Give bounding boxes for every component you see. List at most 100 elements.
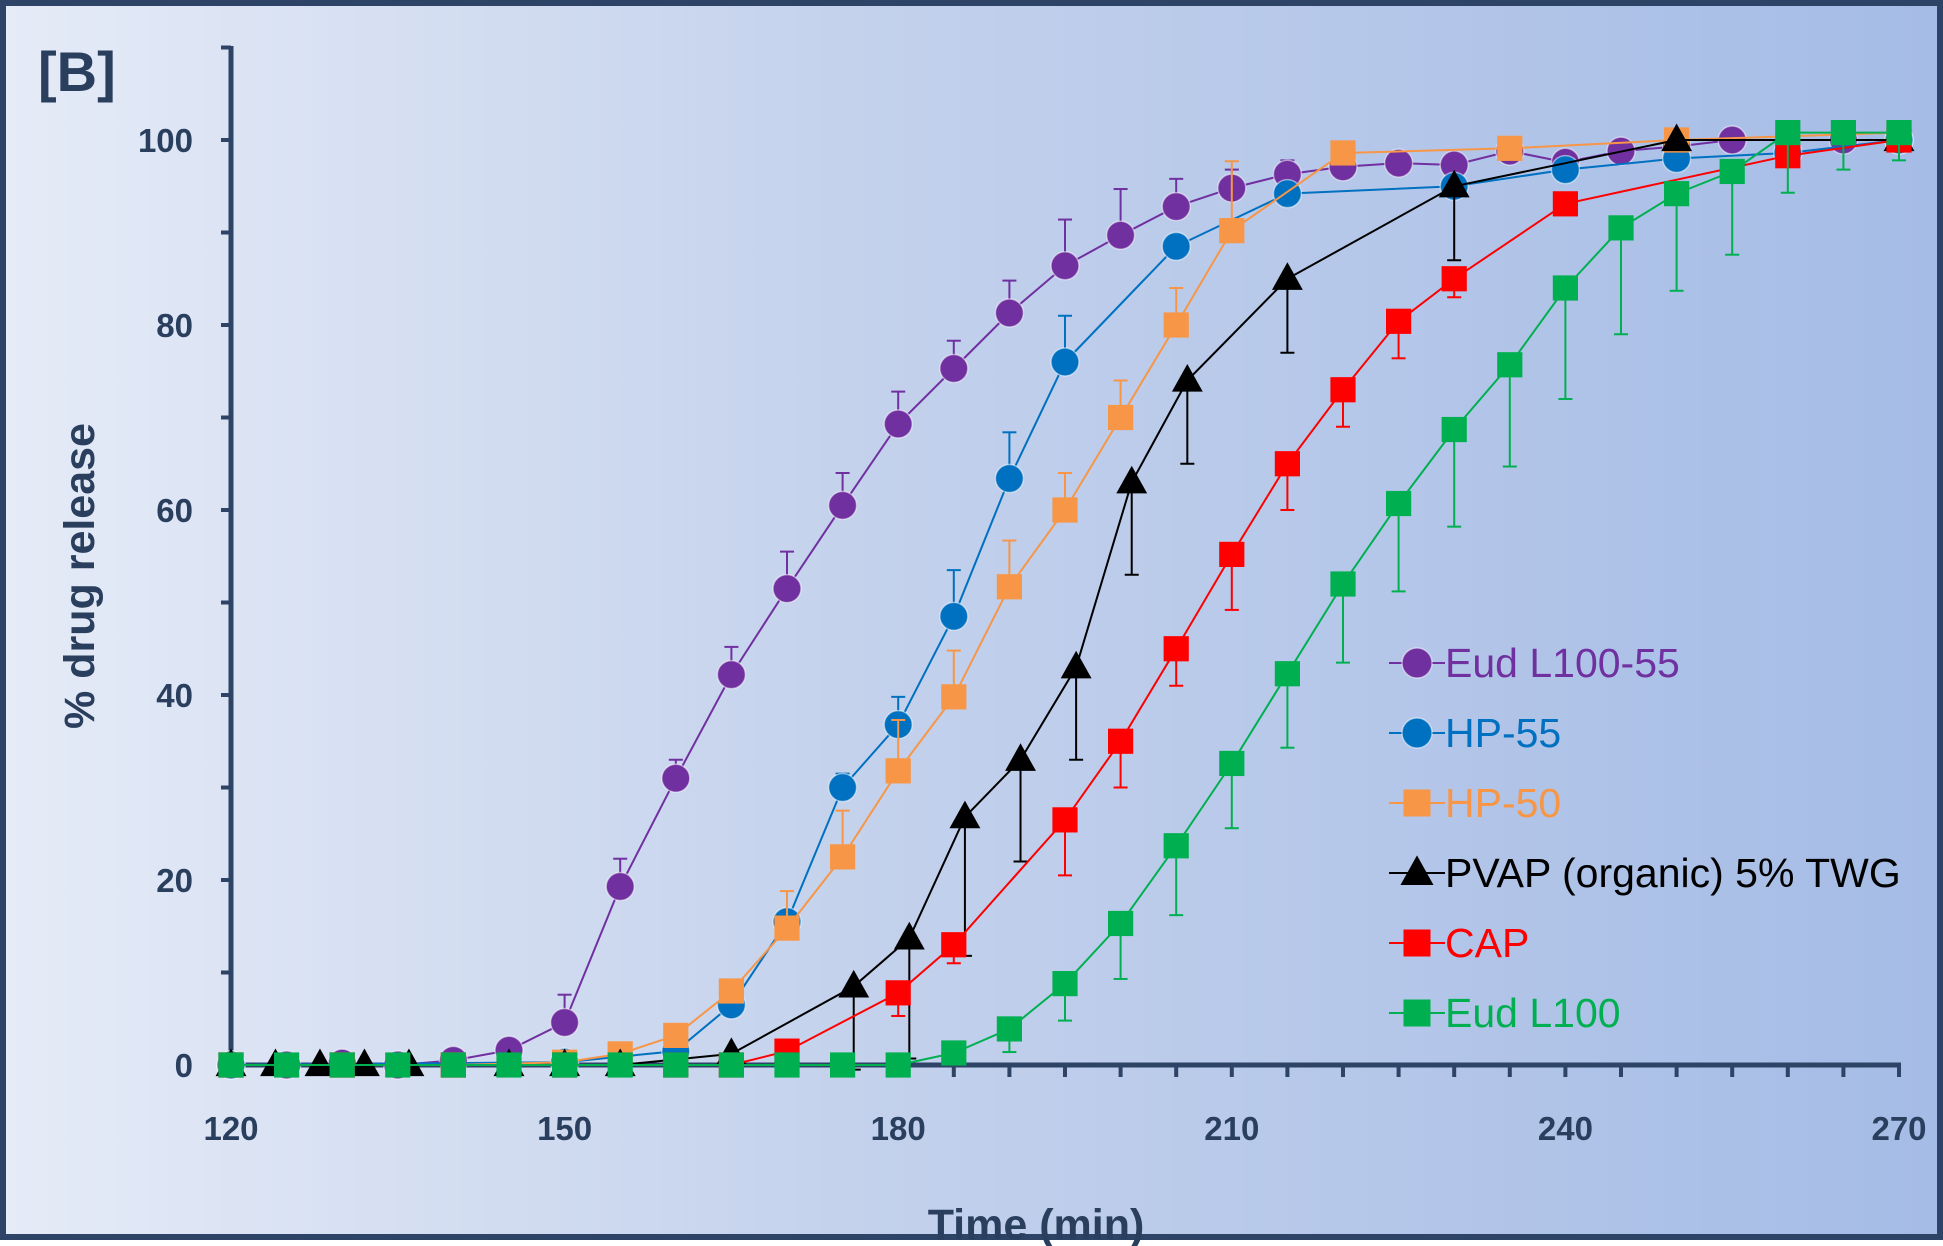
legend-label: Eud L100-55 xyxy=(1445,640,1680,686)
data-point xyxy=(941,932,967,958)
data-point xyxy=(1441,266,1467,292)
series-5 xyxy=(218,120,1912,1078)
data-point xyxy=(1661,123,1693,152)
data-point xyxy=(718,1052,744,1078)
legend: Eud L100-55 HP-55 HP-50 PVAP (organic) 5% T… xyxy=(1389,640,1901,1036)
legend-item-3: PVAP (organic) 5% TWG xyxy=(1389,850,1901,896)
x-tick-label: 120 xyxy=(203,1110,258,1147)
y-tick-label: 0 xyxy=(175,1047,193,1084)
legend-marker xyxy=(1400,855,1434,885)
data-point xyxy=(1163,636,1189,662)
data-point xyxy=(1108,404,1134,431)
data-point xyxy=(549,1007,580,1038)
data-point xyxy=(1386,490,1412,517)
x-tick-label: 240 xyxy=(1538,1110,1593,1147)
data-point xyxy=(1550,154,1581,185)
data-point xyxy=(996,1016,1022,1042)
legend-label: PVAP (organic) 5% TWG xyxy=(1445,850,1901,896)
data-point xyxy=(1330,377,1356,403)
data-point xyxy=(496,1052,522,1078)
data-point xyxy=(1050,251,1080,281)
data-point xyxy=(1219,750,1245,777)
data-point xyxy=(1052,807,1078,833)
data-point xyxy=(885,1052,911,1078)
data-point xyxy=(274,1052,300,1078)
data-point xyxy=(1497,135,1523,161)
data-point xyxy=(883,409,913,439)
data-point xyxy=(1775,120,1801,146)
data-point xyxy=(1664,181,1690,207)
series-0 xyxy=(216,125,1914,1080)
legend-item-5: Eud L100 xyxy=(1389,990,1621,1036)
y-tick-label: 100 xyxy=(138,122,193,159)
legend-marker xyxy=(1403,789,1431,817)
y-tick-label: 20 xyxy=(156,862,193,899)
data-point xyxy=(663,1052,689,1078)
drug-release-chart: [B] 0 20 40 60 80 100 120 150 180 210 240 270 Time … xyxy=(38,40,1927,1246)
data-point xyxy=(1608,215,1634,241)
data-point xyxy=(1161,191,1191,222)
data-point xyxy=(1271,262,1303,290)
data-point xyxy=(663,1022,689,1048)
data-point xyxy=(830,844,856,870)
data-point xyxy=(1330,571,1356,597)
data-point xyxy=(1274,661,1300,687)
data-point xyxy=(774,915,800,941)
data-point xyxy=(1386,308,1412,334)
data-point xyxy=(1383,148,1414,178)
x-tick-label: 270 xyxy=(1871,1110,1926,1147)
data-point xyxy=(552,1052,578,1078)
x-tick-label: 150 xyxy=(537,1110,592,1147)
y-tick-label: 60 xyxy=(156,492,193,529)
legend-label: HP-55 xyxy=(1445,710,1561,756)
legend-marker xyxy=(1401,717,1433,749)
data-point xyxy=(1163,312,1189,338)
legend-label: CAP xyxy=(1445,920,1529,966)
data-point xyxy=(1060,650,1092,679)
data-point xyxy=(885,758,911,784)
legend-marker xyxy=(1403,999,1431,1027)
data-point xyxy=(718,978,744,1004)
data-point xyxy=(329,1052,355,1078)
data-point xyxy=(1052,971,1078,997)
x-tick-label: 180 xyxy=(871,1110,926,1147)
legend-marker xyxy=(1401,647,1433,679)
data-point xyxy=(830,1052,856,1078)
data-point xyxy=(1552,275,1578,301)
data-point xyxy=(1719,158,1745,185)
data-point xyxy=(1219,218,1245,244)
data-point xyxy=(1052,497,1078,523)
data-point xyxy=(893,921,925,950)
data-point xyxy=(607,1052,633,1078)
data-point xyxy=(605,871,635,902)
data-point xyxy=(661,763,691,793)
data-point xyxy=(1438,169,1470,198)
legend-item-2: HP-50 xyxy=(1389,780,1561,826)
legend-label: HP-50 xyxy=(1445,780,1561,826)
data-point xyxy=(1886,120,1912,146)
data-point xyxy=(994,298,1025,328)
data-point xyxy=(949,800,981,829)
data-point xyxy=(1219,541,1245,567)
data-point xyxy=(1050,347,1080,377)
data-point xyxy=(1108,728,1134,754)
data-point xyxy=(939,601,969,632)
data-point xyxy=(1330,140,1356,166)
legend-item-4: CAP xyxy=(1389,920,1529,966)
data-point xyxy=(774,1052,800,1078)
y-tick-label: 80 xyxy=(156,307,193,344)
data-point xyxy=(716,659,747,690)
data-point xyxy=(827,490,858,521)
legend-item-0: Eud L100-55 xyxy=(1389,640,1680,686)
data-point xyxy=(939,353,969,384)
legend-label: Eud L100 xyxy=(1445,990,1621,1036)
data-point xyxy=(218,1052,244,1078)
data-point xyxy=(440,1052,466,1078)
data-point xyxy=(1116,465,1148,494)
x-axis-title: Time (min) xyxy=(928,1201,1145,1246)
data-point xyxy=(941,684,967,710)
y-tick-label: 40 xyxy=(156,677,193,714)
data-point xyxy=(772,573,802,604)
series-layer xyxy=(215,120,1915,1080)
